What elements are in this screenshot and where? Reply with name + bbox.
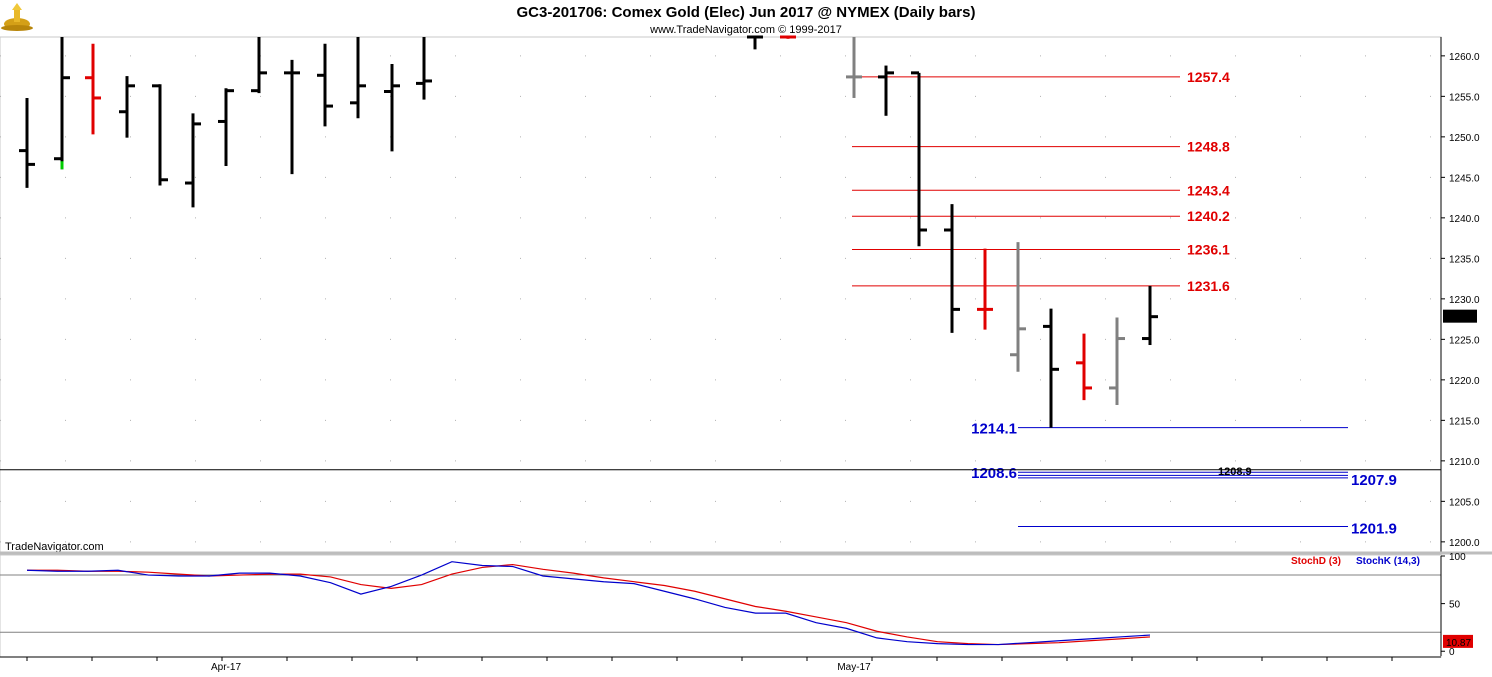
price-tick-label: 1245.0 <box>1449 173 1480 184</box>
stoch-tick-label: 100 <box>1449 552 1466 563</box>
support-label: 1207.9 <box>1351 472 1397 489</box>
resistance-label: 1257.4 <box>1187 69 1230 85</box>
ohlc-bar <box>218 88 234 167</box>
resistance-levels: 1257.4 1248.8 1243.4 1240.2 1236.1 1231.6 <box>852 69 1230 294</box>
ohlc-bar <box>119 76 135 138</box>
resistance-label: 1243.4 <box>1187 182 1230 198</box>
support-label: 1201.9 <box>1351 520 1397 537</box>
horizontal-line-label: 1208.9 <box>1218 466 1252 478</box>
price-tick-label: 1225.0 <box>1449 335 1480 346</box>
price-tick-label: 1220.0 <box>1449 376 1480 387</box>
resistance-label: 1231.6 <box>1187 278 1230 294</box>
ohlc-bar <box>251 37 267 94</box>
resistance-label: 1236.1 <box>1187 241 1230 257</box>
ohlc-bar <box>747 35 763 50</box>
ohlc-bar <box>1142 285 1158 346</box>
price-tick-label: 1255.0 <box>1449 92 1480 103</box>
ohlc-bar <box>911 71 927 247</box>
price-tick-label: 1240.0 <box>1449 214 1480 225</box>
ohlc-bar <box>1043 308 1059 428</box>
stoch-grid <box>0 574 1441 633</box>
stoch-axis: 0 50 100 <box>1440 552 1466 658</box>
date-tick-label: Apr-17 <box>211 662 241 673</box>
logo-icon <box>1 3 33 31</box>
stoch-k-legend: StochK (14,3) <box>1356 556 1420 567</box>
stoch-d-legend: StochD (3) <box>1291 556 1341 567</box>
price-tick-label: 1210.0 <box>1449 457 1480 468</box>
last-price-label: 1227.8 <box>1446 313 1477 324</box>
price-tick-label: 1260.0 <box>1449 52 1480 63</box>
chart-title: GC3-201706: Comex Gold (Elec) Jun 2017 @… <box>517 4 976 21</box>
stoch-last-box <box>1443 634 1473 648</box>
last-price-box <box>1443 309 1477 323</box>
ohlc-bar <box>284 59 300 175</box>
stoch-k-line <box>26 561 1151 646</box>
ohlc-bar <box>944 204 960 333</box>
ohlc-bar <box>152 84 168 186</box>
resistance-label: 1248.8 <box>1187 139 1230 155</box>
stoch-tick-label: 0 <box>1449 647 1455 658</box>
copyright-text: www.TradeNavigator.com © 1999-2017 <box>649 24 842 36</box>
price-axis: 1200.0 1205.0 1210.0 1215.0 1220.0 1225.0 1230… <box>1440 37 1480 552</box>
support-label: 1214.1 <box>971 421 1017 438</box>
ohlc-bar <box>416 37 432 100</box>
resistance-label: 1240.2 <box>1187 208 1230 224</box>
ohlc-bar <box>780 35 796 39</box>
ohlc-bar <box>19 97 35 188</box>
ohlc-bar <box>977 248 993 330</box>
ohlc-bar <box>185 113 201 208</box>
ohlc-bar <box>1010 242 1026 372</box>
ohlc-bar <box>384 63 400 152</box>
price-tick-label: 1230.0 <box>1449 295 1480 306</box>
price-bars <box>19 35 1158 428</box>
stoch-tick-label: 50 <box>1449 600 1461 611</box>
price-tick-label: 1205.0 <box>1449 497 1480 508</box>
date-tick-label: May-17 <box>837 662 871 673</box>
price-tick-label: 1215.0 <box>1449 416 1480 427</box>
ohlc-bar <box>54 37 70 170</box>
watermark-text: TradeNavigator.com <box>5 541 104 553</box>
support-label: 1208.6 <box>971 465 1017 482</box>
support-levels: 1214.1 1208.6 1207.9 1201.9 <box>971 421 1397 538</box>
ohlc-bar <box>1076 333 1092 401</box>
price-tick-label: 1235.0 <box>1449 254 1480 265</box>
ohlc-bar <box>350 37 366 119</box>
ohlc-bar <box>1109 317 1125 405</box>
ohlc-bar <box>85 43 101 135</box>
price-tick-label: 1250.0 <box>1449 133 1480 144</box>
ohlc-bar <box>846 37 862 98</box>
ohlc-bar <box>878 65 894 116</box>
date-axis: Apr-17 May-17 <box>0 656 1441 673</box>
ohlc-bar <box>317 43 333 127</box>
stoch-last-label: 10.87 <box>1446 638 1471 649</box>
price-tick-label: 1200.0 <box>1449 538 1480 549</box>
